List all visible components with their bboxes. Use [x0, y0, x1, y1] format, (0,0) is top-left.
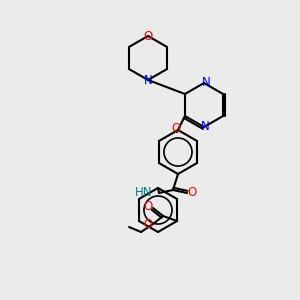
Text: O: O: [143, 29, 153, 43]
Text: O: O: [188, 187, 196, 200]
Text: N: N: [202, 76, 210, 89]
Text: N: N: [201, 121, 209, 134]
Text: N: N: [144, 74, 152, 86]
Text: O: O: [143, 200, 153, 214]
Text: O: O: [143, 218, 153, 232]
Text: HN: HN: [134, 187, 152, 200]
Text: O: O: [171, 122, 181, 136]
